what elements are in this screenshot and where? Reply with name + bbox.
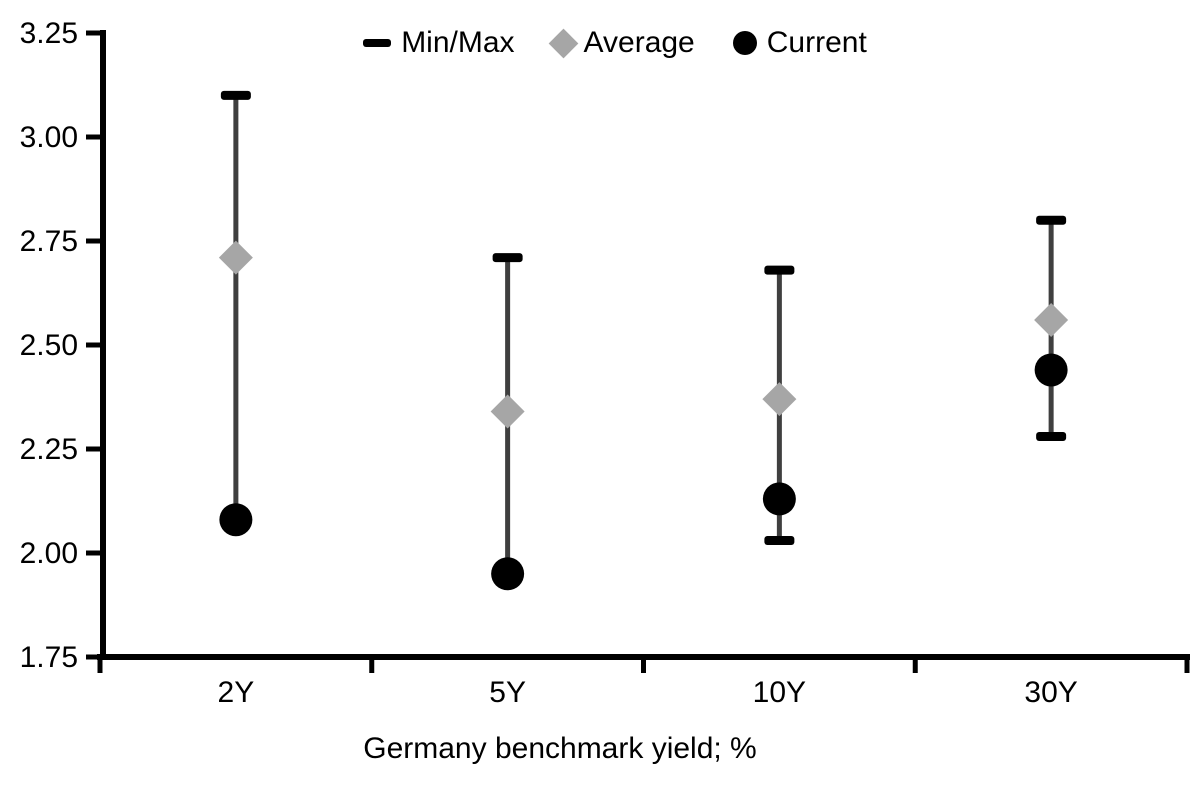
- current-marker-30Y: [1034, 353, 1068, 387]
- min-cap-30Y: [1036, 432, 1067, 442]
- y-axis-tick: [86, 134, 103, 140]
- y-axis-tick-label: 3.00: [20, 121, 78, 154]
- dash-icon: [363, 39, 392, 47]
- x-axis-tick: [369, 657, 375, 673]
- legend-label: Average: [583, 26, 695, 59]
- x-axis-category-label: 5Y: [489, 676, 526, 709]
- max-cap-30Y: [1036, 215, 1067, 225]
- legend-item-average: Average: [548, 26, 695, 60]
- y-axis-tick: [86, 30, 103, 36]
- circle-icon: [732, 31, 757, 55]
- y-axis-tick: [86, 654, 103, 660]
- chart-legend: Min/Max Average Current: [30, 26, 1200, 60]
- y-axis-tick: [86, 238, 103, 244]
- y-axis-tick: [86, 446, 103, 452]
- current-marker-5Y: [491, 557, 525, 591]
- y-axis-tick-label: 3.25: [20, 17, 78, 50]
- min-cap-10Y: [764, 536, 795, 546]
- x-axis-tick: [1184, 657, 1190, 673]
- y-axis-tick-label: 2.25: [20, 433, 78, 466]
- current-marker-2Y: [219, 503, 253, 537]
- x-axis-category-label: 30Y: [1024, 676, 1077, 709]
- average-marker-5Y: [490, 394, 525, 429]
- x-axis-category-label: 10Y: [753, 676, 806, 709]
- y-axis-tick-label: 2.50: [20, 329, 78, 362]
- max-cap-2Y: [220, 90, 251, 100]
- y-axis-line: [100, 30, 106, 660]
- x-axis-title: Germany benchmark yield; %: [363, 732, 757, 765]
- x-axis-tick: [641, 657, 646, 673]
- y-axis-tick-label: 2.00: [20, 537, 78, 570]
- y-axis-tick-label: 2.75: [20, 225, 78, 258]
- current-marker-10Y: [762, 482, 796, 516]
- minmax-whisker-2Y: [233, 95, 239, 520]
- legend-item-min-max: Min/Max: [363, 26, 515, 60]
- y-axis-tick: [86, 550, 103, 556]
- max-cap-5Y: [492, 253, 523, 263]
- x-axis-tick: [912, 657, 918, 673]
- legend-item-current: Current: [732, 26, 867, 60]
- legend-label: Min/Max: [401, 26, 515, 59]
- average-marker-10Y: [762, 382, 797, 417]
- x-axis-tick: [97, 657, 103, 673]
- average-marker-2Y: [218, 240, 253, 275]
- y-axis-tick-label: 1.75: [20, 641, 78, 674]
- average-marker-30Y: [1034, 303, 1069, 338]
- y-axis-tick: [86, 342, 103, 348]
- legend-label: Current: [766, 26, 867, 59]
- x-axis-category-label: 2Y: [218, 676, 255, 709]
- max-cap-10Y: [764, 265, 795, 275]
